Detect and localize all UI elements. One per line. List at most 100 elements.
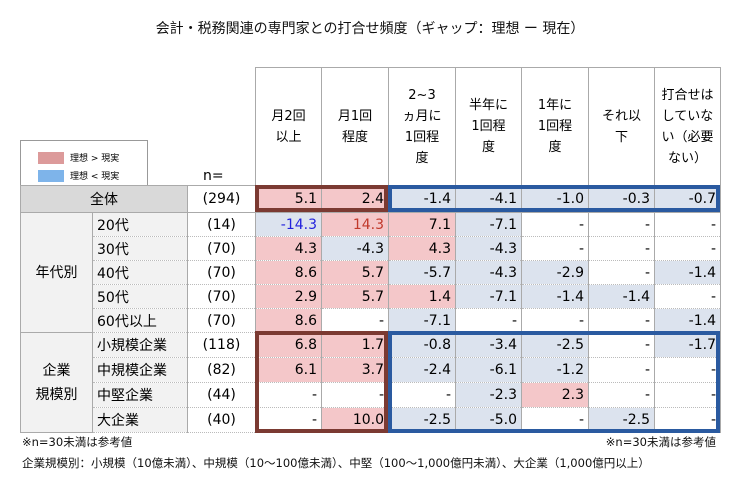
table-row: 中堅企業 (44) - - - -2.3 2.3- - <box>21 382 721 408</box>
value-cell: - <box>588 236 655 261</box>
value-cell: 6.8 <box>255 332 322 358</box>
value-cell: 5.7 <box>321 260 389 285</box>
header-blank <box>21 68 256 186</box>
value-cell: -4.3 <box>321 236 389 261</box>
value-cell: -1.7 <box>654 332 721 358</box>
row-label: 60代以上 <box>92 308 188 333</box>
column-header-label: 1年に1回程度 <box>537 98 573 155</box>
row-label: 中規模企業 <box>92 357 188 383</box>
value-cell: - <box>521 236 589 261</box>
value-cell: -2.5 <box>388 407 456 433</box>
row-label: 20代 <box>92 212 188 237</box>
value-cell: 2.9 <box>255 284 322 309</box>
value-cell: -3.4 <box>455 332 522 358</box>
value-cell: - <box>588 260 655 285</box>
value-cell: 5.1 <box>255 185 322 213</box>
value-cell: -1.4 <box>388 185 456 213</box>
table-row: 50代 (70) 2.9 5.7 1.4 -7.1 -1.4 -1.4- <box>21 284 721 309</box>
value-cell: 7.1 <box>388 212 456 237</box>
row-label: 中堅企業 <box>92 382 188 408</box>
column-header: 半年に1回程度 <box>455 67 522 186</box>
column-header-label: 月1回程度 <box>337 108 373 145</box>
value-cell: -0.7 <box>654 185 721 213</box>
value-cell: - <box>255 407 322 433</box>
n-value: (14) <box>187 212 256 237</box>
value-cell: - <box>455 308 522 333</box>
value-cell: -0.3 <box>588 185 655 213</box>
table-row: 中規模企業 (82) 6.1 3.7 -2.4 -6.1 -1.2- - <box>21 357 721 383</box>
legend-item-ideal-less: 理想 < 現実 <box>38 169 119 182</box>
header-row: 月2回以上 月1回程度 2~3ヵ月に1回程度 半年に1回程度 1年に1回程度 それ以下 打合… <box>21 67 721 186</box>
n-value: (70) <box>187 284 256 309</box>
value-cell: - <box>321 382 389 408</box>
row-label: 小規模企業 <box>92 332 188 358</box>
value-cell: - <box>588 357 655 383</box>
table-row: 60代以上 (70) 8.6- -7.1- - - -1.4 <box>21 308 721 333</box>
n-value: (82) <box>187 357 256 383</box>
column-header-label: 打合せはしていない（必要ない） <box>661 87 714 166</box>
gap-table: 月2回以上 月1回程度 2~3ヵ月に1回程度 半年に1回程度 1年に1回程度 それ以下 打合… <box>20 67 721 433</box>
row-label: 40代 <box>92 260 188 285</box>
row-label: 大企業 <box>92 407 188 433</box>
group-label: 年代別 <box>20 212 93 333</box>
note-right: ※n=30未満は参考値 <box>605 435 716 449</box>
group-label-line: 企業 <box>42 362 71 379</box>
value-cell: 3.7 <box>321 357 389 383</box>
value-cell: - <box>321 308 389 333</box>
value-cell: - <box>588 308 655 333</box>
row-label: 50代 <box>92 284 188 309</box>
value-cell: -1.4 <box>588 284 655 309</box>
value-cell: 1.7 <box>321 332 389 358</box>
column-header: 2~3ヵ月に1回程度 <box>388 67 456 186</box>
value-cell: -2.5 <box>588 407 655 433</box>
table-row: 40代 (70) 8.6 5.7 -5.7 -4.3 -2.9- -1.4 <box>21 260 721 285</box>
legend-label: 理想 < 現実 <box>70 172 120 182</box>
value-cell: 1.4 <box>388 284 456 309</box>
value-cell: -0.8 <box>388 332 456 358</box>
row-label: 全体 <box>20 185 188 213</box>
note-footer: 企業規模別：小規模（10億未満）、中規模（10～100億未満）、中堅（100～1… <box>22 456 650 470</box>
value-cell: - <box>654 236 721 261</box>
value-cell: -2.9 <box>521 260 589 285</box>
n-value: (118) <box>187 332 256 358</box>
value-cell: -7.1 <box>455 284 522 309</box>
value-cell: - <box>521 407 589 433</box>
value-cell: -4.3 <box>455 236 522 261</box>
value-cell: 8.6 <box>255 308 322 333</box>
value-cell: -5.7 <box>388 260 456 285</box>
value-cell: 10.0 <box>321 407 389 433</box>
n-value: (70) <box>187 308 256 333</box>
value-cell: 14.3 <box>321 212 389 237</box>
value-cell: - <box>654 407 721 433</box>
note-left: ※n=30未満は参考値 <box>22 435 133 449</box>
column-header: 打合せはしていない（必要ない） <box>654 67 721 186</box>
value-cell: -4.1 <box>455 185 522 213</box>
value-cell: - <box>654 357 721 383</box>
column-header: 月1回程度 <box>321 67 389 186</box>
value-cell: - <box>521 308 589 333</box>
value-cell: 5.7 <box>321 284 389 309</box>
column-header-label: 2~3ヵ月に1回程度 <box>402 87 442 166</box>
value-cell: - <box>588 212 655 237</box>
n-value: (40) <box>187 407 256 433</box>
legend-swatch-pink <box>38 151 64 164</box>
value-cell: - <box>654 382 721 408</box>
value-cell: 4.3 <box>255 236 322 261</box>
n-value: (70) <box>187 236 256 261</box>
n-header: n= <box>203 168 224 184</box>
table-row: 大企業 (40) -10.0 -2.5 -5.0- -2.5- <box>21 407 721 433</box>
value-cell: -1.4 <box>654 260 721 285</box>
column-header-label: 月2回以上 <box>271 108 306 145</box>
value-cell: - <box>654 212 721 237</box>
value-cell: 2.4 <box>321 185 389 213</box>
value-cell: - <box>521 212 589 237</box>
value-cell: -2.4 <box>388 357 456 383</box>
value-cell: -5.0 <box>455 407 522 433</box>
column-header-label: 半年に1回程度 <box>468 98 508 155</box>
value-cell: -2.3 <box>455 382 522 408</box>
value-cell: -2.5 <box>521 332 589 358</box>
value-cell: - <box>255 382 322 408</box>
group-label: 企業 規模別 <box>20 332 93 433</box>
row-label: 30代 <box>92 236 188 261</box>
